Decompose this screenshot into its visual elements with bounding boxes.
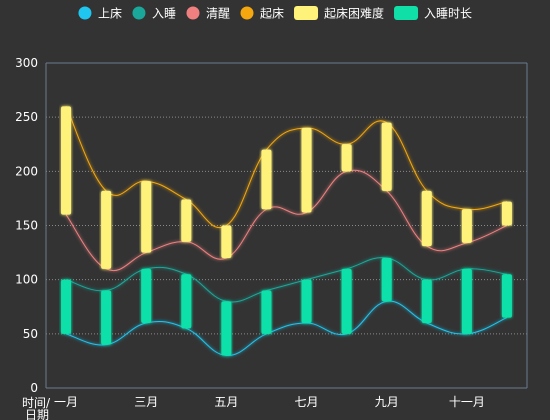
legend-item[interactable]: 上床 [78,6,122,21]
range-bar[interactable] [181,274,192,329]
range-bar[interactable] [181,199,192,242]
legend-label: 清醒 [206,7,230,21]
legend-dot [132,6,146,20]
range-bar[interactable] [501,274,512,318]
range-bar[interactable] [341,144,352,172]
legend-item[interactable]: 起床困难度 [294,6,384,21]
range-bar[interactable] [381,258,392,302]
y-tick-label: 300 [15,56,38,70]
range-bar[interactable] [381,122,392,191]
legend-label: 入睡 [152,7,176,21]
range-bar[interactable] [501,201,512,226]
y-tick-label: 100 [15,273,38,287]
range-bar[interactable] [101,190,112,269]
range-bar[interactable] [461,209,472,243]
series-lines [65,106,508,357]
range-bar[interactable] [221,301,232,356]
range-bar[interactable] [461,268,472,334]
y-tick-label: 50 [23,327,38,341]
y-tick-label: 150 [15,219,38,233]
range-bar[interactable] [301,128,312,213]
range-bar[interactable] [261,290,272,334]
x-tick-label: 一月 [54,395,78,409]
legend-dot [240,6,254,20]
series-line [65,169,508,272]
range-bar[interactable] [421,279,432,323]
range-bar[interactable] [261,149,272,210]
x-tick-label: 三月 [134,395,158,409]
range-bar[interactable] [141,181,152,253]
x-tick-label: 十一月 [449,395,485,409]
legend[interactable]: 上床 入睡 清醒 起床 起床困难度 入睡时长 [78,6,472,21]
y-tick-label: 200 [15,164,38,178]
range-bar[interactable] [61,106,72,215]
series-line [65,106,508,229]
x-tick-label: 五月 [214,395,238,409]
axis-labels: 0 50 100 150 200 250 300 一月 三月 五月 七月 九月 十一月 时间/日期 [15,56,485,420]
series-line [65,300,508,357]
range-bar[interactable] [101,290,112,345]
grid [46,62,527,335]
x-tick-label: 七月 [295,395,319,409]
x-tick-label: 九月 [375,395,399,409]
axes [45,62,528,389]
legend-item[interactable]: 入睡 [132,6,176,21]
legend-label: 入睡时长 [424,7,472,21]
legend-label: 起床 [260,7,284,21]
legend-dot [186,6,200,20]
legend-label: 起床困难度 [324,6,384,21]
y-tick-label: 0 [30,381,38,395]
range-bar[interactable] [61,279,72,334]
y-tick-label: 250 [15,110,38,124]
legend-item[interactable]: 入睡时长 [394,6,472,21]
x-axis-name: 时间/日期 [22,396,51,420]
range-bar[interactable] [221,225,232,259]
range-bar[interactable] [301,279,312,323]
legend-item[interactable]: 清醒 [186,6,230,21]
legend-swatch [394,6,419,20]
range-bar[interactable] [421,190,432,247]
legend-label: 上床 [98,7,122,21]
legend-item[interactable]: 起床 [240,6,285,21]
range-bar[interactable] [341,268,352,334]
range-bars [61,106,512,356]
range-bar[interactable] [141,268,152,323]
legend-swatch [294,6,319,20]
legend-dot [78,6,92,20]
